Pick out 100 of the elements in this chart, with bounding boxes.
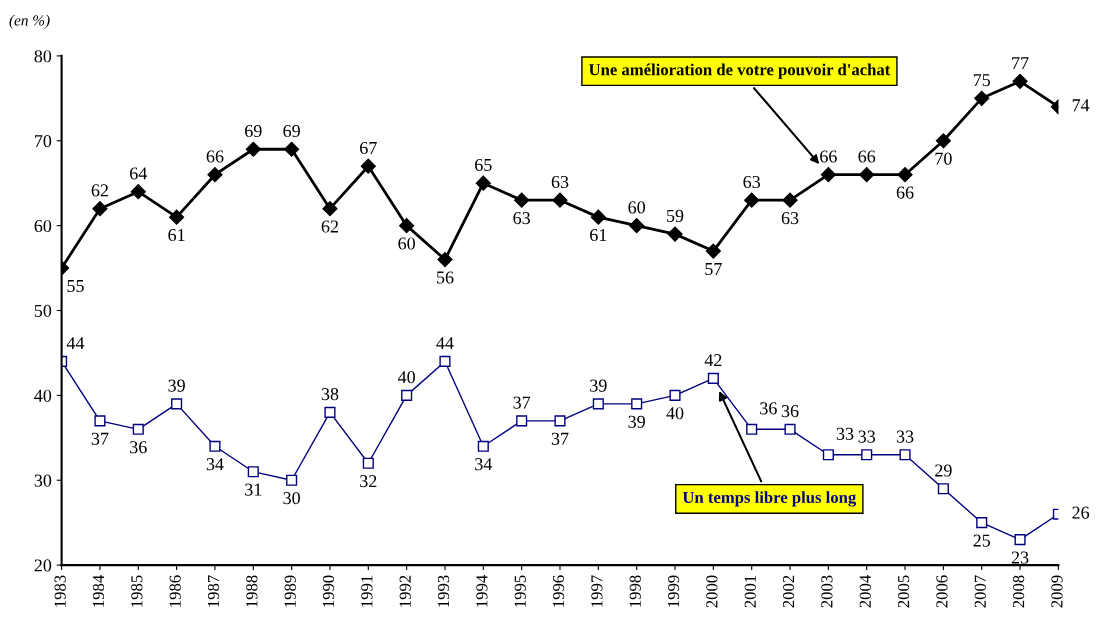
data-label: 40 [666,407,684,420]
text: Une amélioration de votre pouvoir d'achat [588,63,891,79]
point [209,440,221,452]
data-label: 66 [858,150,876,163]
data-label: 77 [1012,57,1029,70]
data-label: 30 [283,492,300,505]
x-tick-label: 2000 [706,575,718,608]
data-label: 33 [836,427,854,440]
x-tick-label: 2008 [1012,575,1025,608]
point [592,398,604,410]
point [899,449,911,461]
data-label: 36 [781,405,799,418]
x-tick-label: 1984 [92,575,105,607]
data-label: 40 [397,371,415,384]
point [705,243,721,259]
point [169,209,185,225]
point [1012,73,1028,89]
x-tick-label: 2005 [897,575,910,608]
point [437,252,453,268]
data-label: 25 [973,534,991,547]
x-tick-label: 1987 [207,575,220,607]
point [822,449,834,461]
point [707,372,719,384]
y-tick-label: 50 [34,304,52,317]
point [439,355,451,367]
point [1014,534,1026,546]
data-label: 55 [67,280,84,293]
data-label: 75 [973,74,991,87]
point [861,449,873,461]
x-tick-label: 2001 [744,575,756,608]
data-label: 56 [437,271,454,284]
data-label: 62 [321,220,338,233]
data-label: 60 [398,237,415,250]
data-label: 44 [66,337,85,350]
data-label: 64 [130,167,148,180]
y-tick-label: 40 [34,389,52,402]
point [477,440,489,452]
series-label: Un temps libre plus long [682,491,857,507]
point [130,184,146,200]
data-label: 44 [436,337,454,350]
x-tick-label: 2003 [821,575,833,608]
data-label: 31 [245,483,262,496]
x-tick-label: 1997 [591,575,603,607]
point [171,398,183,410]
point [94,415,106,427]
data-label: 42 [704,354,722,367]
point [516,415,528,427]
data-label: 62 [91,184,108,197]
x-tick-label: 1990 [322,575,335,607]
y-tick-label: 30 [34,474,52,487]
y-tick-label: 20 [34,559,52,572]
point [744,192,760,208]
point [590,209,606,225]
point [552,192,568,208]
data-label: 69 [245,124,262,138]
point [859,167,875,183]
point [401,389,413,401]
data-label: 39 [168,379,185,392]
data-label: 69 [283,124,300,138]
x-tick-label: 1995 [514,575,526,607]
data-label: 37 [513,396,531,409]
data-label: 26 [1072,506,1090,519]
point [937,483,949,495]
point [746,423,758,435]
x-tick-label: 1998 [629,575,641,607]
x-tick-label: 1993 [437,575,450,607]
data-label: 29 [935,464,952,477]
point [245,141,261,157]
point [782,192,798,208]
data-label: 36 [760,402,777,415]
point [207,167,223,183]
x-tick-label: 1994 [476,575,488,607]
y-tick-label: 60 [34,219,52,233]
point [629,218,645,234]
point [324,406,336,418]
data-label: 74 [1072,99,1090,112]
data-label: 38 [321,388,339,401]
x-tick-label: 1989 [284,575,296,607]
data-label: 39 [590,379,607,392]
x-tick-label: 2007 [974,575,986,608]
data-label: 60 [628,201,646,214]
x-tick-label: 2006 [936,575,948,608]
x-tick-label: 1991 [361,575,373,607]
data-label: 33 [858,430,876,443]
point [322,201,338,217]
x-tick-label: 1996 [552,575,565,607]
data-label: 63 [781,212,799,225]
data-label: 36 [130,441,147,454]
data-label: 65 [475,158,492,172]
point [247,466,259,478]
point [976,517,988,529]
point [669,389,681,401]
point [667,226,683,242]
data-label: 66 [820,150,837,163]
data-label: 34 [206,458,224,471]
data-label: 63 [513,212,530,225]
y-tick-label: 70 [35,135,52,148]
text: (en %) [9,14,50,29]
point [784,423,796,435]
data-label: 66 [206,150,224,163]
